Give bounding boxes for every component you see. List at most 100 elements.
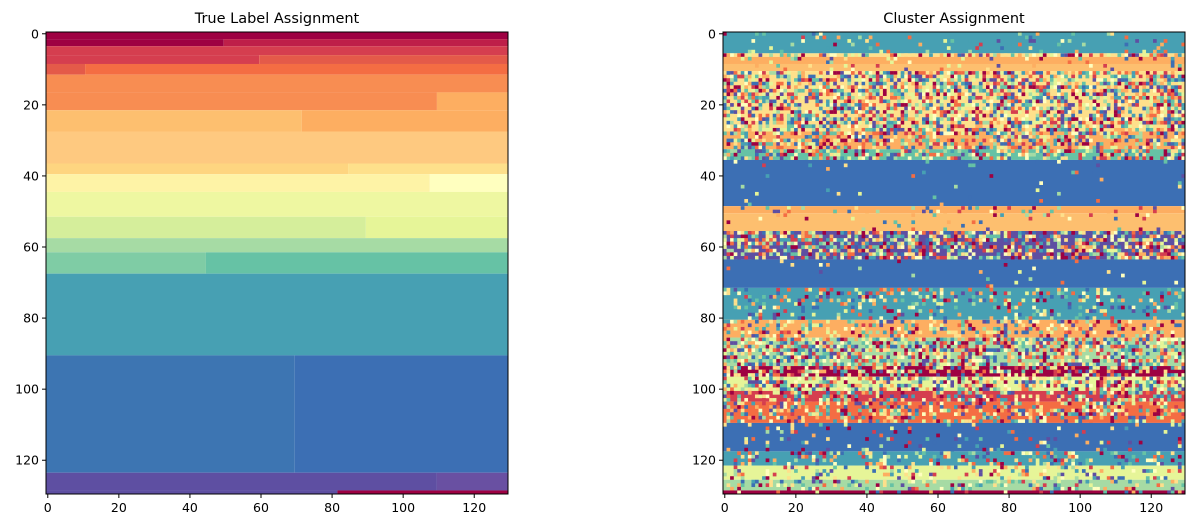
cluster-cell <box>907 85 912 90</box>
cluster-heatmap <box>723 32 1186 495</box>
cluster-cell <box>826 103 830 107</box>
cluster-cell <box>975 53 980 58</box>
cluster-cell <box>900 85 905 90</box>
cluster-cell <box>989 110 994 114</box>
cluster-cell <box>932 195 937 200</box>
cluster-cell <box>769 127 773 132</box>
cluster-cell <box>1113 103 1118 107</box>
cluster-cell <box>900 152 905 157</box>
cluster-row-15 <box>723 366 1185 377</box>
cluster-cell <box>1039 369 1043 374</box>
cluster-cell <box>943 380 948 384</box>
cluster-cell <box>1174 85 1179 90</box>
cluster-cell <box>794 53 798 58</box>
cluster-cell <box>982 248 987 253</box>
cluster-cell <box>1103 120 1107 125</box>
cluster-cell <box>1074 135 1079 139</box>
cluster-cell <box>754 312 759 317</box>
cluster-cell <box>858 71 862 75</box>
cluster-cell <box>954 380 958 384</box>
cluster-cell <box>918 231 923 235</box>
cluster-cell <box>996 81 1001 86</box>
cluster-cell <box>858 302 862 306</box>
cluster-cell <box>1010 248 1015 253</box>
cluster-cell <box>911 206 916 210</box>
cluster-cell <box>875 344 880 349</box>
cluster-cell <box>1060 245 1065 249</box>
cluster-cell <box>946 46 951 50</box>
cluster-cell <box>826 120 830 125</box>
cluster-cell <box>982 95 987 100</box>
cluster-cell <box>840 131 844 136</box>
cluster-cell <box>1142 81 1147 86</box>
cluster-cell <box>818 81 823 86</box>
cluster-cell <box>914 252 919 257</box>
cluster-cell <box>811 351 816 356</box>
cluster-cell <box>1042 117 1047 121</box>
cluster-cell <box>922 99 926 104</box>
cluster-cell <box>978 74 983 79</box>
cluster-cell <box>1049 209 1054 214</box>
cluster-cell <box>1021 358 1026 363</box>
cluster-cell <box>751 78 756 82</box>
cluster-cell <box>907 245 912 249</box>
cluster-cell <box>943 78 948 82</box>
cluster-cell <box>982 234 987 239</box>
cluster-cell <box>1046 373 1051 377</box>
cluster-cell <box>1078 145 1083 150</box>
cluster-cell <box>730 149 734 153</box>
cluster-cell <box>1160 248 1164 253</box>
cluster-cell <box>1053 373 1058 377</box>
cluster-cell <box>744 71 749 75</box>
cluster-cell <box>847 344 852 349</box>
cluster-cell <box>1177 138 1182 143</box>
cluster-cell <box>1113 127 1118 132</box>
cluster-cell <box>818 152 823 157</box>
cluster-cell <box>858 103 862 107</box>
cluster-cell <box>932 366 937 370</box>
cluster-cell <box>922 355 926 360</box>
cluster-cell <box>957 248 962 253</box>
cluster-cell <box>776 380 781 384</box>
cluster-cell <box>833 255 837 260</box>
cluster-cell <box>1071 74 1075 79</box>
cluster-cell <box>854 255 859 260</box>
cluster-cell <box>1128 362 1132 367</box>
cluster-cell <box>850 120 855 125</box>
cluster-cell <box>740 337 745 342</box>
cluster-cell <box>1074 355 1079 360</box>
cluster-cell <box>1145 81 1150 86</box>
cluster-cell <box>1153 316 1157 321</box>
cluster-cell <box>836 127 841 132</box>
cluster-cell <box>769 99 773 104</box>
cluster-cell <box>1060 138 1065 143</box>
cluster-cell <box>829 323 834 328</box>
cluster-cell <box>861 252 866 257</box>
cluster-cell <box>1025 380 1029 384</box>
cluster-cell <box>1014 110 1019 114</box>
cluster-cell <box>925 252 930 257</box>
cluster-cell <box>826 81 830 86</box>
cluster-cell <box>911 213 916 217</box>
band-16-left <box>46 355 295 473</box>
cluster-cell <box>978 373 983 377</box>
cluster-cell <box>737 85 741 90</box>
cluster-cell <box>879 85 884 90</box>
cluster-cell <box>865 156 869 161</box>
cluster-cell <box>875 106 880 111</box>
cluster-cell <box>1153 255 1157 260</box>
cluster-cell <box>1096 373 1100 377</box>
cluster-cell <box>968 323 972 328</box>
cluster-cell <box>858 348 862 352</box>
cluster-cell <box>762 99 766 104</box>
cluster-cell <box>1007 252 1012 257</box>
cluster-cell <box>1039 145 1043 150</box>
cluster-cell <box>822 376 827 381</box>
cluster-cell <box>1028 376 1033 381</box>
cluster-cell <box>1025 131 1029 136</box>
cluster-cell <box>868 348 873 352</box>
cluster-cell <box>1153 241 1157 246</box>
cluster-cell <box>982 326 987 331</box>
cluster-cell <box>1017 362 1022 367</box>
cluster-cell <box>1138 142 1143 146</box>
